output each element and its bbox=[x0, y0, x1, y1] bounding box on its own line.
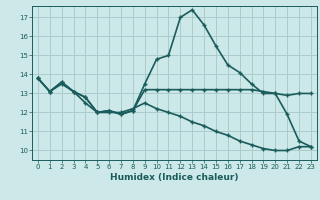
X-axis label: Humidex (Indice chaleur): Humidex (Indice chaleur) bbox=[110, 173, 239, 182]
